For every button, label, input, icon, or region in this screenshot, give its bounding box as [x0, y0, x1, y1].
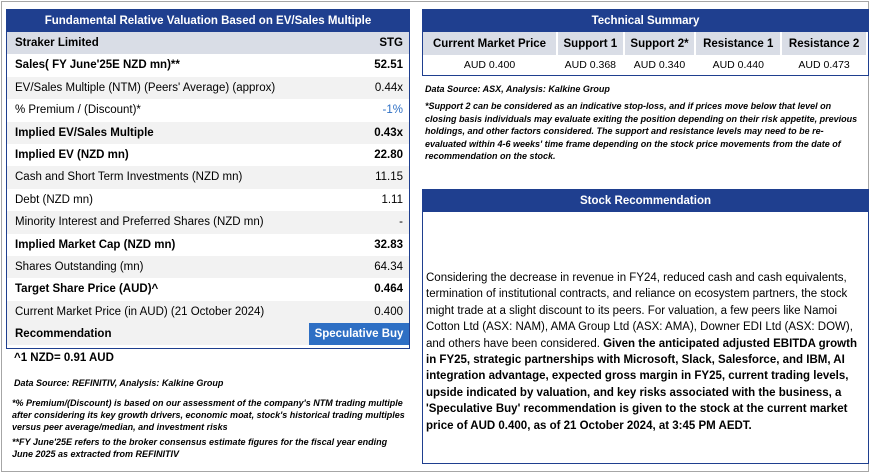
- table-row: Cash and Short Term Investments (NZD mn)…: [7, 166, 409, 189]
- panel-title: Stock Recommendation: [423, 190, 868, 212]
- table-row: Minority Interest and Preferred Shares (…: [7, 211, 409, 234]
- table-row: Sales( FY June'25E NZD mn)** 52.51: [7, 54, 409, 76]
- footnote: **FY June'25E refers to the broker conse…: [12, 437, 388, 459]
- fx-note: ^1 NZD= 0.91 AUD: [14, 352, 114, 364]
- table-row: Implied Market Cap (NZD mn) 32.83: [7, 234, 409, 256]
- row-label: Cash and Short Term Investments (NZD mn): [15, 171, 243, 184]
- text: Considering the decrease in revenue in F…: [426, 272, 853, 350]
- panel-title: Technical Summary: [423, 10, 868, 32]
- row-value: 52.51: [374, 59, 403, 72]
- cell: AUD 0.400: [423, 55, 559, 75]
- row-value: -1%: [382, 104, 403, 117]
- row-label: Current Market Price (in AUD) (21 Octobe…: [15, 305, 265, 318]
- bold-text: Given the anticipated adjusted EBITDA gr…: [426, 337, 857, 432]
- valuation-table: Straker Limited STG Sales( FY June'25E NZD…: [7, 32, 409, 346]
- table-row: Target Share Price (AUD)^ 0.464: [7, 278, 409, 300]
- technical-panel: Technical Summary Current Market Price Su…: [422, 9, 869, 76]
- row-label: Sales( FY June'25E NZD mn)**: [15, 59, 180, 72]
- column-header: Resistance 2: [781, 32, 868, 55]
- table-row: Recommendation Speculative Buy: [7, 323, 409, 346]
- table-row: Current Market Price (in AUD) (21 Octobe…: [7, 300, 409, 324]
- valuation-panel: Fundamental Relative Valuation Based on …: [6, 9, 410, 349]
- table-row: Implied EV (NZD mn) 22.80: [7, 144, 409, 166]
- table-row: Shares Outstanding (mn) 64.34: [7, 255, 409, 279]
- row-value: 64.34: [374, 260, 403, 273]
- column-header: Support 2*: [623, 32, 697, 55]
- row-label: Implied Market Cap (NZD mn): [15, 238, 176, 251]
- row-label: % Premium / (Discount)*: [15, 104, 141, 117]
- cell: AUD 0.340: [623, 55, 697, 75]
- panel-title: Fundamental Relative Valuation Based on …: [7, 10, 409, 32]
- table-row: EV/Sales Multiple (NTM) (Peers' Average)…: [7, 76, 409, 100]
- table-row: Debt (NZD mn) 1.11: [7, 189, 409, 211]
- table-row: Straker Limited STG: [7, 32, 409, 55]
- row-label: Debt (NZD mn): [15, 193, 93, 206]
- table-row: Implied EV/Sales Multiple 0.43x: [7, 121, 409, 144]
- column-header: Current Market Price: [423, 32, 559, 55]
- technical-table: Current Market Price Support 1 Support 2* R…: [423, 32, 868, 75]
- footnotes: *% Premium/(Discount) is based on our as…: [12, 397, 410, 463]
- row-value: STG: [379, 37, 403, 49]
- row-label: Implied EV/Sales Multiple: [15, 126, 154, 139]
- row-label: Minority Interest and Preferred Shares (…: [15, 216, 264, 229]
- cell: AUD 0.368: [557, 55, 625, 75]
- footnote: *% Premium/(Discount) is based on our as…: [12, 398, 405, 432]
- data-source: Data Source: ASX, Analysis: Kalkine Grou…: [425, 84, 610, 94]
- row-value: 0.44x: [374, 81, 403, 94]
- row-value: 1.11: [381, 193, 403, 206]
- row-value: 32.83: [374, 238, 403, 251]
- table-row: % Premium / (Discount)* -1%: [7, 99, 409, 121]
- technical-note: *Support 2 can be considered as an indic…: [425, 101, 858, 161]
- row-label: Implied EV (NZD mn): [15, 148, 129, 161]
- row-label: Shares Outstanding (mn): [15, 260, 144, 273]
- recommendation-text: Considering the decrease in revenue in F…: [426, 270, 866, 434]
- row-value: 0.400: [374, 305, 403, 318]
- row-value: 11.15: [375, 171, 403, 184]
- row-label: Recommendation: [15, 328, 112, 341]
- row-label: Target Share Price (AUD)^: [15, 283, 159, 296]
- recommendation-panel: Stock Recommendation Considering the dec…: [422, 189, 869, 464]
- data-source: Data Source: REFINITIV, Analysis: Kalkin…: [14, 378, 224, 388]
- cell: AUD 0.473: [781, 55, 868, 75]
- row-value: 22.80: [374, 148, 403, 161]
- column-header: Resistance 1: [695, 32, 783, 55]
- cell: AUD 0.440: [695, 55, 783, 75]
- row-value: 0.464: [374, 283, 403, 296]
- row-label: Straker Limited: [15, 37, 99, 49]
- row-label: EV/Sales Multiple (NTM) (Peers' Average)…: [15, 81, 276, 94]
- column-header: Support 1: [557, 32, 625, 55]
- row-value: Speculative Buy: [309, 323, 409, 346]
- row-value: -: [399, 216, 403, 229]
- row-value: 0.43x: [374, 126, 403, 139]
